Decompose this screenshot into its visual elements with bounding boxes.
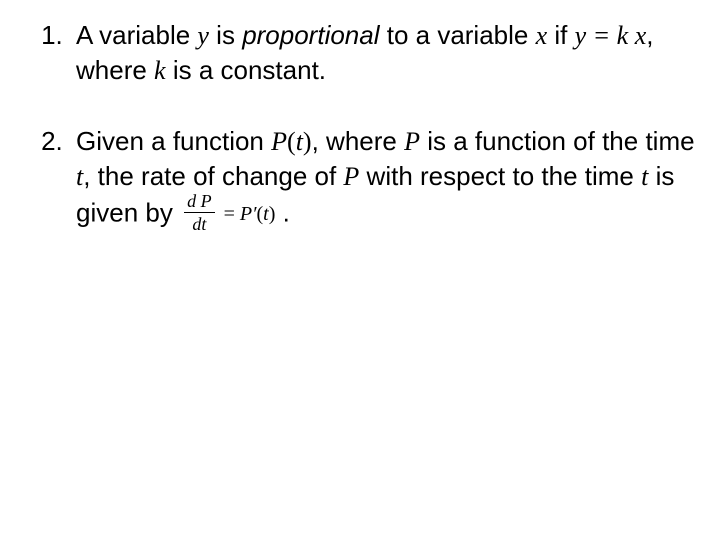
var-t: t <box>296 127 303 156</box>
equation-ykx: y = k x <box>575 21 647 50</box>
var-p: P <box>271 127 287 156</box>
list-item: A variable y is proportional to a variab… <box>70 18 698 88</box>
list-item: Given a function P(t), where P is a func… <box>70 124 698 235</box>
paren: ( <box>287 127 296 156</box>
text: , the rate of change of <box>83 161 343 191</box>
text: A variable <box>76 20 197 50</box>
text: Given a function <box>76 126 271 156</box>
text: , where <box>312 126 405 156</box>
equals-sign: = <box>219 203 240 225</box>
fraction-denominator: dt <box>184 213 215 233</box>
text: with respect to the time <box>359 161 641 191</box>
var-x: x <box>536 21 548 50</box>
var-p: P <box>343 162 359 191</box>
var-k: k <box>154 56 166 85</box>
text: is <box>209 20 242 50</box>
text: is a function of the time <box>420 126 695 156</box>
text: . <box>275 198 289 228</box>
var-y: y <box>197 21 209 50</box>
term-proportional: proportional <box>242 20 379 50</box>
p-prime: P′ <box>240 203 257 225</box>
var-p: P <box>404 127 420 156</box>
page: A variable y is proportional to a variab… <box>0 0 720 540</box>
text: is a constant. <box>166 55 326 85</box>
paren: ) <box>303 127 312 156</box>
text: to a variable <box>380 20 536 50</box>
numbered-list: A variable y is proportional to a variab… <box>22 18 698 235</box>
fraction-numerator: d P <box>184 192 215 213</box>
fraction-dpdt: d P dt <box>184 192 215 233</box>
text: if <box>547 20 574 50</box>
